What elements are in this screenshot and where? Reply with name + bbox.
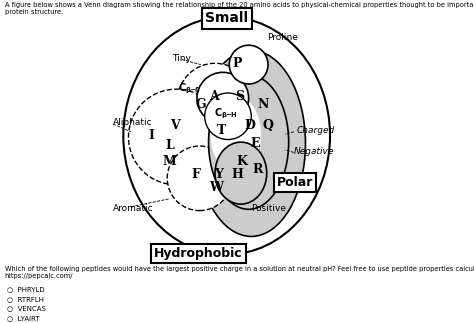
Text: ○  LYAIRT: ○ LYAIRT [7, 315, 40, 321]
Text: S: S [235, 90, 244, 103]
Text: ○  RTRFLH: ○ RTRFLH [7, 296, 44, 302]
Text: A: A [209, 90, 219, 103]
Text: M: M [163, 155, 177, 168]
Text: W: W [210, 181, 223, 194]
Text: Aliphatic: Aliphatic [113, 118, 153, 127]
Text: T: T [217, 124, 226, 137]
Circle shape [197, 72, 249, 124]
Text: Polar: Polar [277, 176, 313, 189]
Ellipse shape [197, 50, 305, 236]
Text: N: N [257, 98, 269, 111]
Circle shape [167, 146, 232, 211]
Text: Aromatic: Aromatic [113, 203, 154, 213]
Ellipse shape [123, 17, 330, 255]
Text: $\mathbf{C_{\beta\!\!-\!\!\delta}}$: $\mathbf{C_{\beta\!\!-\!\!\delta}}$ [178, 82, 201, 96]
Circle shape [178, 63, 253, 138]
Text: Small: Small [205, 11, 248, 25]
Text: H: H [231, 168, 243, 181]
Text: $\mathbf{C_{\beta\!\!-\!\!H}}$: $\mathbf{C_{\beta\!\!-\!\!H}}$ [214, 107, 237, 121]
Text: ○  PHRYLD: ○ PHRYLD [7, 286, 45, 292]
Text: Which of the following peptides would have the largest positive charge in a solu: Which of the following peptides would ha… [5, 266, 474, 279]
Circle shape [229, 45, 268, 84]
Text: Charged: Charged [296, 126, 335, 135]
Text: Y: Y [214, 168, 223, 181]
Text: F: F [191, 168, 200, 181]
Text: V: V [170, 119, 180, 132]
Ellipse shape [210, 96, 261, 173]
Text: ○  VENCAS: ○ VENCAS [7, 305, 46, 311]
Text: Hydrophobic: Hydrophobic [154, 247, 243, 260]
Text: Q: Q [263, 119, 273, 132]
Ellipse shape [209, 75, 289, 209]
Text: Positive: Positive [251, 203, 286, 213]
Text: G: G [195, 98, 206, 111]
Text: P: P [232, 57, 242, 70]
Text: I: I [149, 129, 155, 142]
Text: K: K [237, 155, 247, 168]
Text: Negative: Negative [294, 147, 334, 156]
Circle shape [205, 93, 251, 140]
Text: L: L [165, 140, 174, 152]
Ellipse shape [215, 142, 267, 204]
Text: Tiny: Tiny [172, 54, 191, 63]
Text: E: E [250, 137, 260, 150]
Circle shape [128, 89, 224, 185]
Text: D: D [245, 119, 255, 132]
Text: Proline: Proline [267, 33, 298, 42]
Text: R: R [253, 163, 263, 176]
Text: A figure below shows a Venn diagram showing the relationship of the 20 amino aci: A figure below shows a Venn diagram show… [5, 2, 474, 15]
